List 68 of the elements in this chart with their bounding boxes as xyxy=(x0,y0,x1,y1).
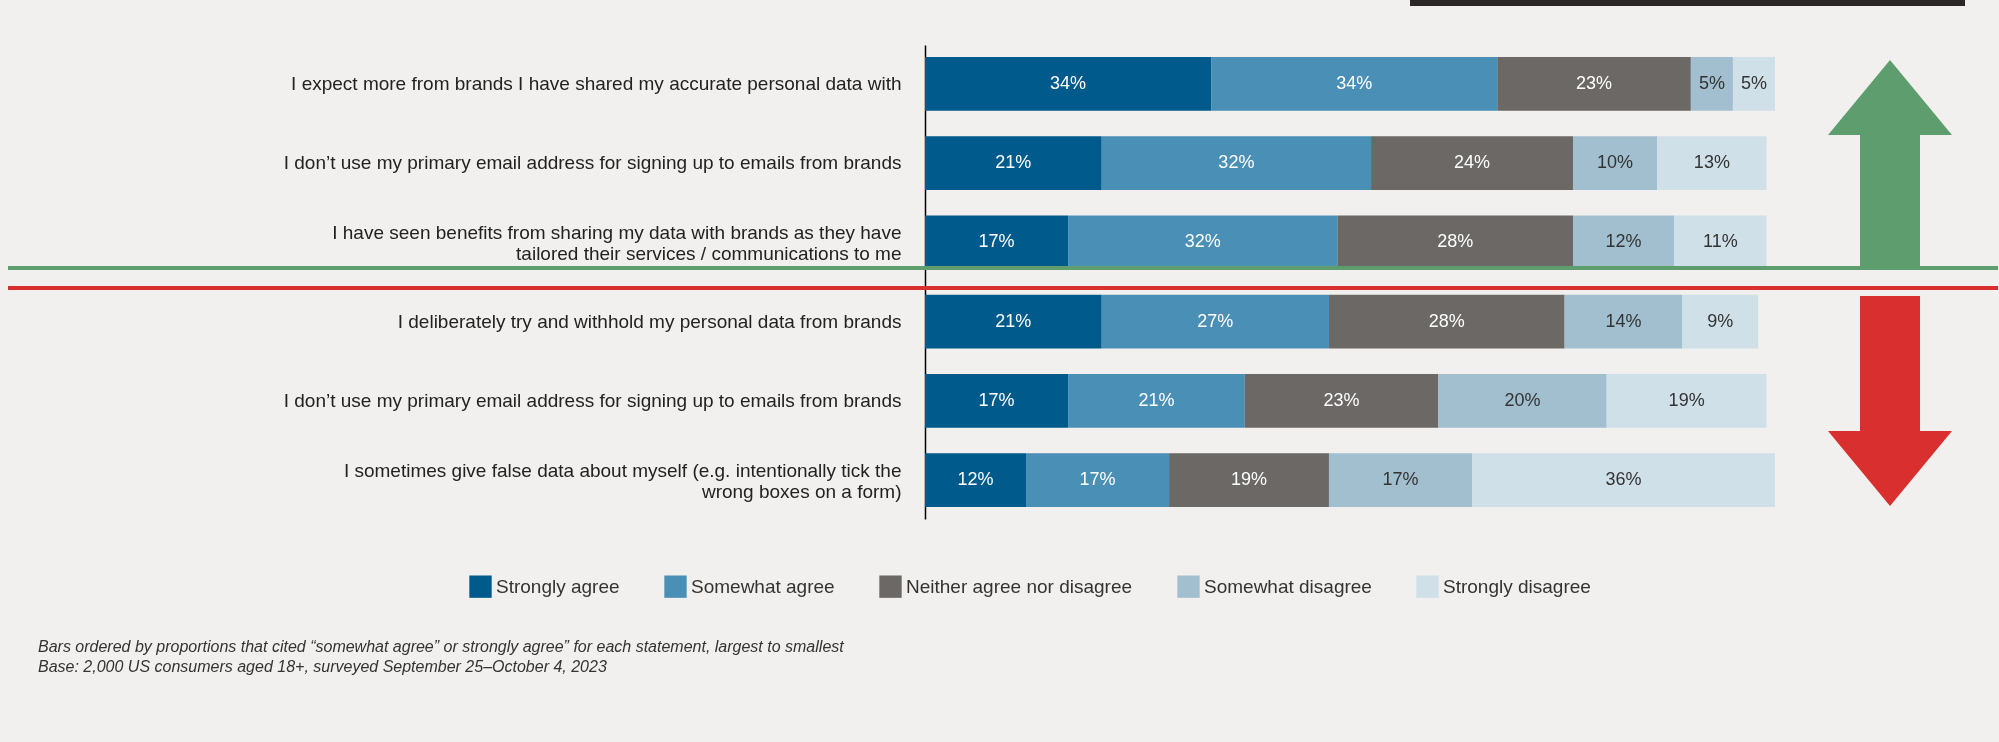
data-label: 28% xyxy=(1428,310,1465,331)
data-label: 14% xyxy=(1605,310,1642,331)
bar xyxy=(1682,294,1759,349)
data-label: 19% xyxy=(1668,389,1705,410)
bar xyxy=(1438,373,1607,428)
bar xyxy=(1025,453,1170,508)
legend-label: Somewhat agree xyxy=(691,575,835,597)
legend-label: Strongly agree xyxy=(496,575,620,597)
data-label: 12% xyxy=(1605,231,1642,252)
data-label: 32% xyxy=(1218,152,1255,173)
data-label: 13% xyxy=(1693,152,1730,173)
data-label: 34% xyxy=(1336,72,1373,93)
bar xyxy=(925,373,1069,428)
y-tick-label: I have seen benefits from sharing my data with brands as they have tailored their services / communications to me xyxy=(332,222,902,265)
text: Bars ordered by proportions that cited “somewhat agree” or strongly agree” for each statement, largest to smallest xyxy=(38,638,844,656)
data-label: 17% xyxy=(1079,469,1116,490)
bar xyxy=(1211,56,1498,111)
bar xyxy=(1101,294,1329,349)
bar xyxy=(1497,56,1691,111)
data-label: 17% xyxy=(978,231,1015,252)
bar xyxy=(1573,136,1658,191)
bar xyxy=(1657,136,1767,191)
legend-label: Strongly disagree xyxy=(1443,575,1591,597)
bar xyxy=(1371,136,1574,191)
y-tick-label: I don’t use my primary email address for signing up to emails from brands xyxy=(283,389,902,411)
data-label: 24% xyxy=(1454,152,1491,173)
bar xyxy=(1169,453,1329,508)
y-tick-label: I don’t use my primary email address for signing up to emails from brands xyxy=(283,152,902,174)
bar xyxy=(925,136,1102,191)
data-label: 32% xyxy=(1184,231,1221,252)
y-tick-label: I deliberately try and withhold my personal data from brands xyxy=(397,310,902,332)
data-label: 11% xyxy=(1702,231,1738,252)
bar xyxy=(1244,373,1439,428)
data-label: 5% xyxy=(1698,72,1725,93)
data-label: 10% xyxy=(1597,152,1634,173)
bar xyxy=(1690,56,1733,111)
bar xyxy=(1606,373,1767,428)
legend-label: Neither agree nor disagree xyxy=(906,575,1133,597)
data-label: 36% xyxy=(1605,469,1642,490)
bar xyxy=(1328,453,1473,508)
bar xyxy=(1101,136,1372,191)
data-label: 21% xyxy=(1138,389,1175,410)
bar xyxy=(1068,373,1245,428)
bar xyxy=(925,453,1026,508)
data-label: 28% xyxy=(1437,231,1474,252)
data-label: 23% xyxy=(1576,72,1613,93)
legend-label: Somewhat disagree xyxy=(1204,575,1372,597)
data-label: 9% xyxy=(1707,310,1734,331)
bar xyxy=(1472,453,1775,508)
bar xyxy=(925,294,1102,349)
text: Base: 2,000 US consumers aged 18+, surveyed September 25–October 4, 2023 xyxy=(38,658,607,676)
data-label: 5% xyxy=(1740,72,1767,93)
bar xyxy=(1328,294,1565,349)
data-label: 23% xyxy=(1323,389,1360,410)
bar xyxy=(1732,56,1775,111)
data-label: 17% xyxy=(978,389,1015,410)
data-label: 17% xyxy=(1382,469,1419,490)
data-label: 34% xyxy=(1050,72,1087,93)
data-label: 12% xyxy=(957,469,994,490)
data-label: 21% xyxy=(995,310,1032,331)
bar xyxy=(925,56,1212,111)
y-tick-label: I sometimes give false data about myself (e.g. intentionally tick the wrong boxes on a form) xyxy=(343,460,902,503)
data-label: 19% xyxy=(1230,469,1268,490)
y-tick-label: I expect more from brands I have shared my accurate personal data with xyxy=(291,72,902,94)
bar xyxy=(1564,294,1683,349)
data-label: 20% xyxy=(1504,389,1541,410)
data-label: 27% xyxy=(1197,310,1234,331)
data-label: 21% xyxy=(995,152,1032,173)
